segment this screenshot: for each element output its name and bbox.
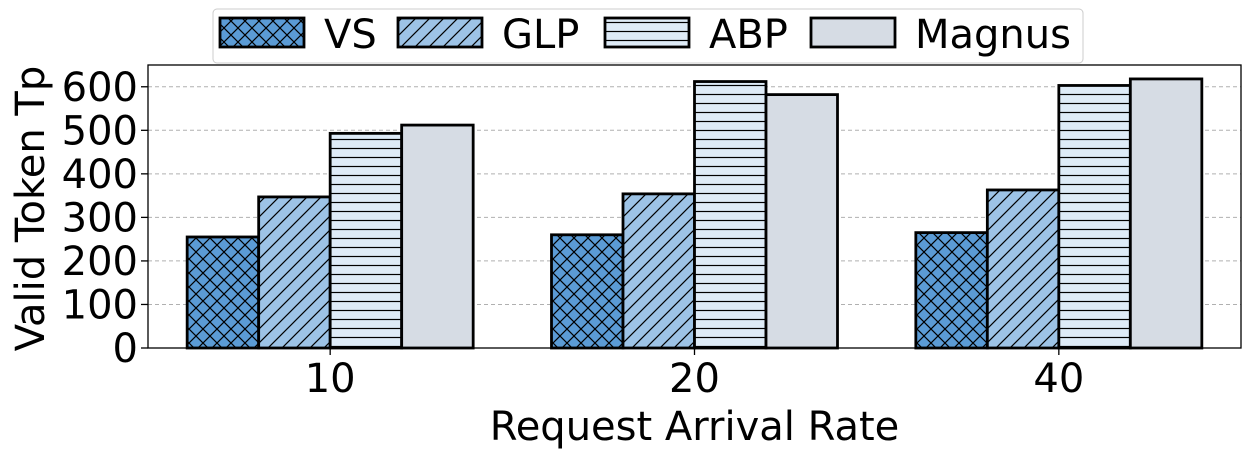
x-tick-label: 40 — [1033, 356, 1084, 402]
legend-swatch-hatch-glp — [398, 18, 482, 47]
legend-swatch-outline-vs — [218, 16, 306, 49]
bar-hatch-glp-20 — [623, 193, 695, 348]
bar-magnus-20 — [766, 94, 838, 348]
bars — [185, 77, 1204, 350]
legend-label-abp: ABP — [709, 12, 788, 58]
x-axis-title: Request Arrival Rate — [490, 404, 900, 450]
bar-hatch-vs-10 — [187, 236, 259, 348]
x-axis-ticks: 10 20 40 — [305, 348, 1084, 402]
bar-hatch-vs-40 — [915, 232, 988, 348]
legend-swatch-outline-glp — [396, 16, 484, 49]
y-tick-label: 600 — [62, 65, 138, 111]
bar-hatch-abp-40 — [1058, 85, 1131, 348]
bar-magnus-10 — [401, 125, 474, 349]
legend-label-magnus: Magnus — [915, 12, 1071, 58]
y-axis-title: Valid Token Tp — [8, 66, 54, 351]
y-tick-label: 400 — [62, 152, 138, 198]
bar-hatch-glp-10 — [258, 196, 331, 348]
x-tick-label: 20 — [669, 356, 720, 402]
legend-swatch-hatch-vs — [220, 18, 304, 47]
legend-label-vs: VS — [324, 12, 377, 58]
y-tick-label: 200 — [62, 239, 138, 285]
bar-hatch-vs-20 — [551, 234, 623, 348]
legend-swatch-hatch-abp — [605, 18, 689, 47]
y-tick-label: 500 — [62, 108, 138, 154]
x-tick-label: 10 — [305, 356, 356, 402]
y-tick-label: 0 — [113, 326, 138, 372]
y-tick-label: 300 — [62, 195, 138, 241]
bar-hatch-glp-40 — [987, 189, 1059, 348]
y-tick-label: 100 — [62, 282, 138, 328]
legend-swatch-magnus — [811, 18, 895, 47]
bar-hatch-abp-20 — [694, 81, 766, 348]
legend-swatch-outline-magnus — [809, 16, 897, 49]
legend-swatch-outline-abp — [603, 16, 691, 49]
legend-label-glp: GLP — [502, 12, 579, 58]
legend: VS GLP ABP Magnus — [212, 8, 1084, 64]
bar-magnus-40 — [1130, 78, 1202, 348]
bar-hatch-abp-10 — [330, 133, 402, 348]
